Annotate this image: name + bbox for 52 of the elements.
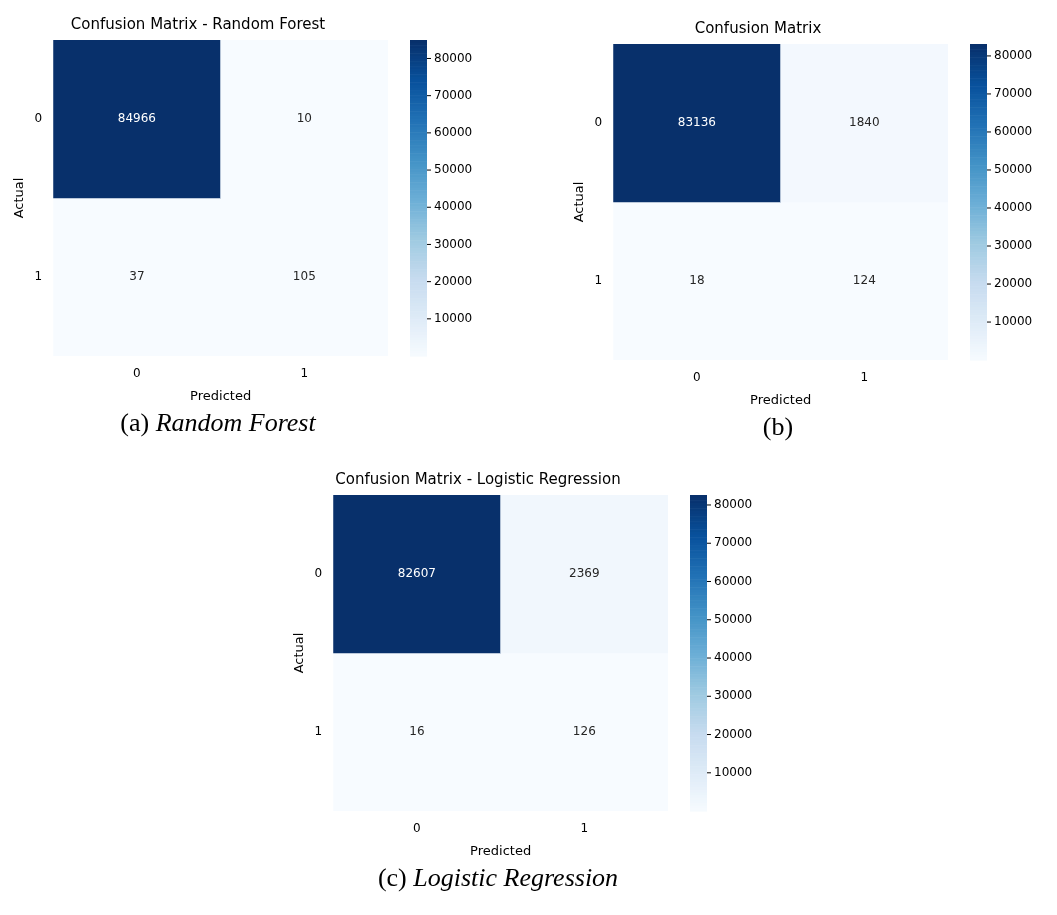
- x-tick-label: 0: [693, 370, 701, 385]
- color-bar-label: 50000: [434, 162, 473, 177]
- data-label: 1840: [849, 115, 880, 130]
- x-axis-title: Predicted: [470, 842, 532, 858]
- color-bar-label: 80000: [434, 50, 473, 65]
- chart-title: Confusion Matrix - Random Forest: [70, 14, 326, 33]
- y-axis-title: Actual: [571, 181, 587, 223]
- chart-title: Confusion Matrix: [694, 18, 822, 37]
- data-label: 82607: [397, 566, 437, 581]
- data-label: 16: [409, 724, 425, 739]
- data-label: 37: [129, 269, 145, 284]
- color-bar-label: 30000: [714, 688, 753, 703]
- color-bar-label: 70000: [994, 86, 1033, 101]
- x-axis-title: Predicted: [190, 387, 252, 403]
- y-axis-title: Actual: [291, 632, 307, 674]
- color-bar-label: 70000: [714, 535, 753, 550]
- color-bar-label: 60000: [434, 124, 473, 139]
- color-bar-label: 10000: [714, 764, 753, 779]
- data-label: 126: [572, 724, 596, 739]
- data-label: 18: [689, 273, 705, 288]
- color-bar-label: 20000: [714, 726, 753, 741]
- x-axis-title: Predicted: [750, 391, 812, 407]
- color-bar-label: 20000: [994, 276, 1033, 291]
- color-bar-label: 50000: [714, 611, 753, 626]
- x-tick-label: 1: [300, 366, 309, 381]
- color-bar-label: 40000: [714, 650, 753, 665]
- text: (c) Logistic Regression: [377, 863, 619, 892]
- data-label: 124: [852, 273, 876, 288]
- color-bar-label: 40000: [994, 200, 1033, 215]
- data-label: 105: [292, 269, 316, 284]
- x-tick-label: 0: [133, 366, 141, 381]
- color-bar-label: 10000: [434, 310, 473, 325]
- data-label: 2369: [569, 566, 600, 581]
- chart-title: Confusion Matrix - Logistic Regression: [335, 469, 621, 488]
- color-bar-label: 60000: [714, 573, 753, 588]
- text: (a) Random Forest: [120, 408, 316, 437]
- color-bar-label: 30000: [994, 238, 1033, 253]
- x-tick-label: 1: [860, 370, 869, 385]
- color-bar-label: 40000: [434, 199, 473, 214]
- color-bar-label: 10000: [994, 314, 1033, 329]
- color-bar-label: 70000: [434, 87, 473, 102]
- color-bar-label: 80000: [994, 48, 1033, 63]
- data-label: 83136: [677, 115, 717, 130]
- color-bar-label: 60000: [994, 124, 1033, 139]
- color-bar-label: 80000: [714, 497, 753, 512]
- y-axis-title: Actual: [11, 177, 27, 219]
- color-bar-label: 30000: [434, 236, 473, 251]
- text: (b): [762, 412, 794, 441]
- color-bar-label: 20000: [434, 273, 473, 288]
- color-bar-label: 50000: [994, 162, 1033, 177]
- data-label: 84966: [117, 111, 157, 126]
- data-label: 10: [296, 111, 312, 126]
